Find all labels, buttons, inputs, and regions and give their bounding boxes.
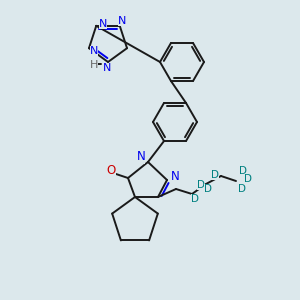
Text: O: O — [106, 164, 116, 176]
Text: D: D — [238, 184, 246, 194]
Text: N: N — [171, 170, 179, 184]
Text: D: D — [197, 180, 205, 190]
Text: N: N — [103, 63, 111, 73]
Text: N: N — [118, 16, 126, 26]
Text: N: N — [90, 46, 98, 56]
Text: D: D — [204, 184, 212, 194]
Text: D: D — [191, 194, 199, 204]
Text: D: D — [211, 170, 219, 180]
Text: D: D — [244, 174, 252, 184]
Text: N: N — [136, 151, 146, 164]
Text: N: N — [99, 19, 107, 29]
Text: H: H — [90, 60, 98, 70]
Text: D: D — [239, 166, 247, 176]
